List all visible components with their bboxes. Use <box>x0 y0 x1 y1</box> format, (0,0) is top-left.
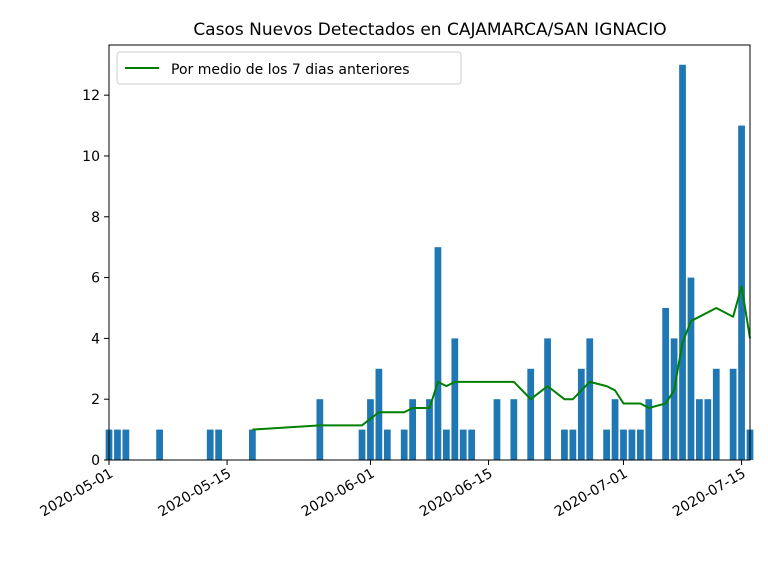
bar-2020-05-26 <box>316 399 324 460</box>
bar-2020-05-02 <box>114 429 121 460</box>
y-tick-label: 0 <box>91 453 100 469</box>
bar-2020-05-13 <box>206 429 214 460</box>
bar-2020-07-06 <box>662 307 670 460</box>
bar-2020-07-14 <box>729 368 737 460</box>
bar-2020-06-22 <box>544 338 551 460</box>
legend: Por medio de los 7 dias anteriores <box>116 51 462 85</box>
bar-2020-06-27 <box>586 338 594 460</box>
bars <box>105 64 754 461</box>
bar-2020-07-10 <box>696 399 703 460</box>
bar-2020-07-11 <box>704 399 712 460</box>
bar-2020-06-30 <box>611 399 619 460</box>
bar-2020-06-24 <box>561 429 568 460</box>
bar-2020-07-03 <box>636 429 644 460</box>
bar-2020-06-16 <box>493 399 501 460</box>
bar-2020-06-05 <box>400 429 408 460</box>
bar-2020-06-13 <box>468 429 476 460</box>
bar-2020-06-08 <box>426 399 433 460</box>
legend-box <box>116 51 462 85</box>
bar-2020-06-18 <box>510 399 518 460</box>
bar-2020-05-18 <box>249 429 256 460</box>
bar-2020-07-02 <box>628 429 636 460</box>
y-tick-label: 4 <box>91 331 100 347</box>
bar-2020-06-12 <box>459 429 467 460</box>
bar-2020-06-03 <box>383 429 391 460</box>
bar-2020-06-01 <box>367 399 374 460</box>
bar-2020-06-29 <box>603 429 610 460</box>
y-tick-label: 6 <box>91 271 100 287</box>
bar-2020-07-04 <box>645 399 653 460</box>
bar-2020-07-09 <box>687 277 695 460</box>
series-line-0 <box>252 285 751 431</box>
bar-2020-05-07 <box>156 429 163 460</box>
legend-label: Por medio de los 7 dias anteriores <box>171 62 410 78</box>
bar-2020-07-12 <box>712 368 720 460</box>
bar-2020-05-14 <box>215 429 223 460</box>
bar-2020-07-01 <box>620 429 627 460</box>
bar-2020-06-10 <box>442 429 450 460</box>
bar-2020-06-11 <box>451 338 459 460</box>
bar-2020-05-31 <box>358 429 366 460</box>
y-tick-label: 10 <box>82 149 100 165</box>
y-tick-label: 12 <box>82 88 100 104</box>
bar-2020-07-15 <box>738 125 745 461</box>
y-tick-label: 2 <box>91 392 100 408</box>
bar-2020-05-03 <box>122 429 130 460</box>
bar-2020-07-07 <box>670 338 678 460</box>
bar-2020-06-26 <box>577 368 585 460</box>
y-tick-label: 8 <box>91 210 100 226</box>
bar-2020-06-25 <box>569 429 577 460</box>
plot-frame <box>108 44 751 461</box>
bar-2020-06-06 <box>409 399 417 460</box>
bar-2020-06-02 <box>375 368 383 460</box>
bar-2020-06-09 <box>434 247 442 460</box>
bar-2020-07-08 <box>679 64 686 460</box>
chart-title: Casos Nuevos Detectados en CAJAMARCA/SAN… <box>193 20 666 40</box>
moving-average-line <box>252 285 751 431</box>
bar-2020-06-20 <box>527 368 535 460</box>
